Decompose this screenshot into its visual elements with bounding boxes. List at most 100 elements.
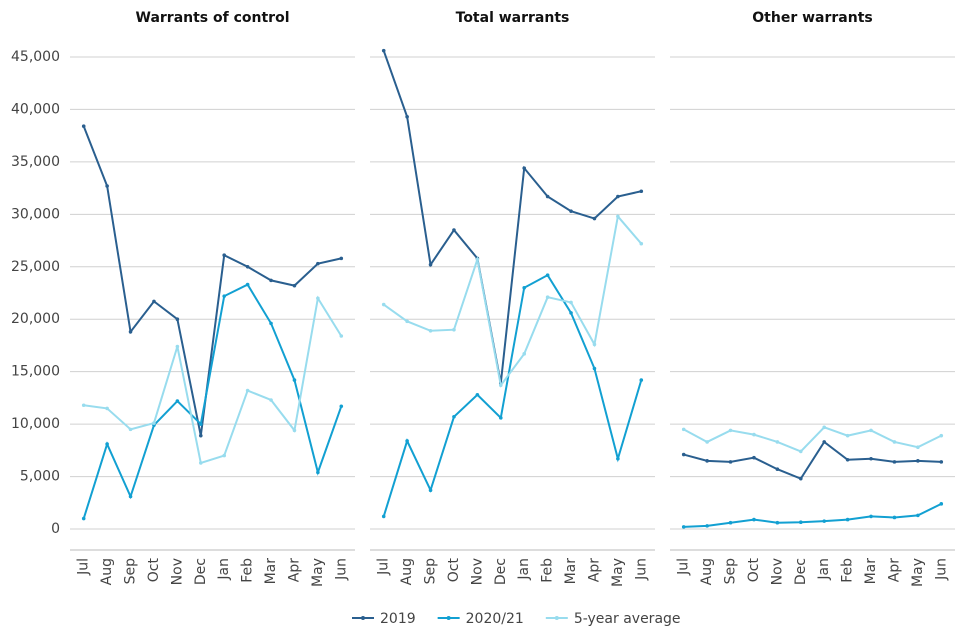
series-line <box>82 125 342 436</box>
x-tick-label: Jan <box>216 558 232 581</box>
series-line <box>383 214 643 388</box>
x-tick-label: Mar <box>563 558 579 585</box>
point <box>845 517 850 522</box>
point <box>269 278 273 283</box>
point <box>616 456 620 461</box>
y-tick-label: 40,000 <box>11 101 60 117</box>
x-tick-label: Mar <box>863 558 879 585</box>
point <box>798 476 803 481</box>
x-tick-label: Nov <box>169 558 185 585</box>
point <box>892 515 897 520</box>
x-tick-label: Feb <box>840 558 856 583</box>
point <box>939 502 944 506</box>
point <box>892 440 897 444</box>
y-tick-label: 30,000 <box>11 206 60 222</box>
point <box>869 456 873 461</box>
point <box>452 414 456 419</box>
x-tick-label: Oct <box>746 558 762 583</box>
series-line <box>382 50 642 384</box>
point <box>405 114 409 119</box>
point <box>522 352 527 356</box>
x-tick-label: Dec <box>793 558 809 585</box>
point <box>245 282 250 287</box>
x-tick-label: May <box>310 558 326 587</box>
x-tick-label: Jan <box>816 558 832 581</box>
point <box>152 299 156 304</box>
point <box>292 428 297 433</box>
x-tick-label: Apr <box>586 558 602 582</box>
point <box>81 516 86 521</box>
point <box>81 124 86 129</box>
point <box>498 416 503 420</box>
point <box>175 317 180 322</box>
point <box>198 422 203 426</box>
x-tick-label: Sep <box>723 558 739 585</box>
point <box>245 388 250 393</box>
point <box>728 520 733 525</box>
y-tick-label: 0 <box>51 521 60 537</box>
x-tick-label: Jan <box>516 558 532 581</box>
point <box>939 460 944 464</box>
x-tick-label: Feb <box>240 558 256 583</box>
point <box>428 488 433 493</box>
point <box>222 294 227 298</box>
series-line <box>82 283 343 519</box>
point <box>475 257 480 262</box>
x-tick-label: Nov <box>469 558 485 585</box>
point <box>428 262 433 267</box>
point <box>775 440 780 444</box>
x-tick-label: Jun <box>633 558 649 581</box>
point <box>592 342 597 347</box>
series-line <box>683 426 942 453</box>
point <box>152 421 156 425</box>
point <box>245 264 250 269</box>
point <box>128 330 133 334</box>
legend-label: 2019 <box>380 611 416 627</box>
x-tick-label: Oct <box>146 558 162 583</box>
point <box>916 513 920 518</box>
x-tick-label: Aug <box>399 558 415 585</box>
y-tick-label: 20,000 <box>11 311 60 327</box>
point <box>752 455 756 460</box>
y-tick-label: 10,000 <box>11 416 60 432</box>
point <box>639 241 644 246</box>
panel-title: Total warrants <box>456 10 570 26</box>
legend-label: 2020/21 <box>466 611 524 627</box>
point <box>705 440 709 444</box>
point <box>705 524 709 528</box>
point <box>869 514 873 519</box>
point <box>452 228 456 232</box>
point <box>592 366 597 371</box>
point <box>339 256 344 261</box>
point <box>775 520 780 525</box>
point <box>269 321 273 326</box>
point <box>681 427 686 432</box>
point <box>292 378 297 382</box>
point <box>752 517 756 522</box>
x-tick-label: Nov <box>769 558 785 585</box>
point <box>381 302 386 307</box>
point <box>845 433 850 438</box>
point <box>798 520 803 525</box>
y-tick-label: 45,000 <box>11 49 60 65</box>
point <box>222 453 227 458</box>
point <box>916 459 920 463</box>
x-tick-label: May <box>610 558 626 587</box>
x-tick-label: Aug <box>99 558 115 585</box>
point <box>198 461 203 465</box>
point <box>728 428 733 433</box>
point <box>292 283 297 288</box>
point <box>105 184 109 188</box>
point <box>752 432 756 437</box>
point <box>822 425 827 430</box>
point <box>339 404 344 409</box>
point <box>105 442 109 446</box>
point <box>639 378 644 382</box>
x-tick-label: Dec <box>193 558 209 585</box>
point <box>798 449 803 454</box>
point <box>222 253 227 258</box>
point <box>569 311 573 315</box>
y-tick-label: 25,000 <box>11 259 60 275</box>
x-tick-label: May <box>910 558 926 587</box>
point <box>381 48 386 53</box>
